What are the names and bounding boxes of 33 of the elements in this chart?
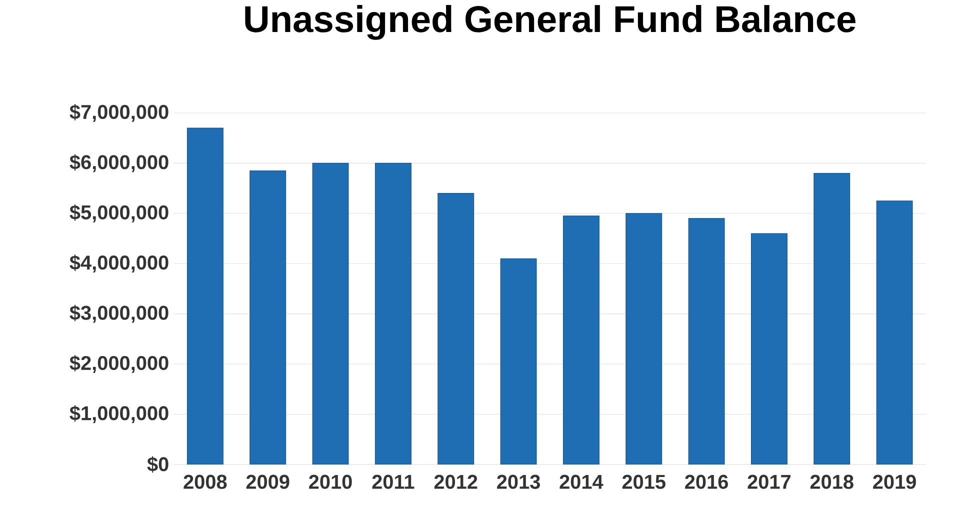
chart-title: Unassigned General Fund Balance [245, 5, 856, 40]
x-tick-label: 2010 [309, 474, 352, 489]
bar [626, 213, 662, 464]
x-tick-label: 2011 [372, 474, 414, 489]
bar [187, 128, 224, 464]
bar [250, 170, 286, 464]
x-tick-label: 2008 [184, 474, 227, 489]
bar [500, 258, 536, 464]
x-tick-label: 2009 [246, 474, 290, 489]
bar [876, 200, 913, 464]
bar [312, 163, 348, 464]
x-tick-label: 2012 [434, 474, 478, 489]
x-tick-label: 2014 [560, 474, 604, 489]
x-tick-label: 2017 [748, 474, 790, 489]
x-tick-label: 2015 [622, 474, 666, 489]
bar [438, 193, 474, 464]
x-tick-label: 2019 [873, 474, 916, 489]
bar [688, 218, 724, 464]
y-tick-label: $0 [147, 456, 168, 473]
y-tick-label: $2,000,000 [70, 355, 168, 374]
y-tick-label: $7,000,000 [70, 104, 168, 122]
bar [814, 173, 850, 464]
y-tick-label: $4,000,000 [70, 254, 168, 273]
x-tick-label: 2018 [810, 474, 854, 489]
x-tick-label: 2013 [497, 474, 540, 489]
y-tick-label: $5,000,000 [70, 204, 168, 222]
bar [563, 216, 600, 464]
x-tick-label: 2016 [685, 474, 728, 489]
y-tick-label: $1,000,000 [70, 405, 168, 424]
bar [751, 234, 788, 464]
y-tick-label: $6,000,000 [70, 154, 168, 172]
y-tick-label: $3,000,000 [70, 304, 168, 323]
bar [375, 163, 412, 464]
